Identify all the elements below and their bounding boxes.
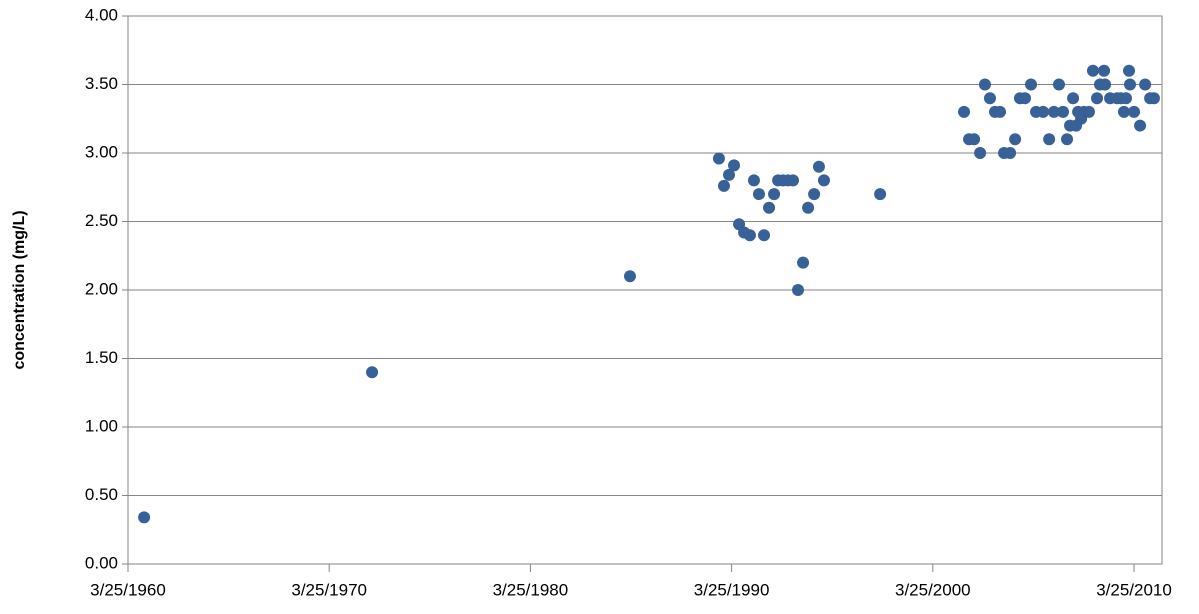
- point: [1082, 105, 1095, 118]
- point: [728, 159, 741, 172]
- point: [758, 229, 771, 242]
- point: [1098, 64, 1111, 77]
- y-tick-label: 1.50: [85, 348, 118, 367]
- y-tick-label: 2.00: [85, 279, 118, 298]
- point: [1091, 92, 1104, 105]
- point: [768, 188, 781, 201]
- point: [802, 201, 815, 214]
- point: [994, 105, 1007, 118]
- y-tick-label: 4.00: [85, 5, 118, 24]
- point: [1119, 92, 1132, 105]
- point: [874, 188, 887, 201]
- point: [1043, 133, 1056, 146]
- plot-frame: [127, 15, 1163, 565]
- point: [1004, 147, 1017, 159]
- point: [1018, 92, 1031, 105]
- y-tick-label: 0.00: [85, 553, 118, 572]
- point: [792, 284, 805, 296]
- point: [712, 152, 725, 165]
- y-axis-label: concentration (mg/L): [11, 210, 28, 369]
- point: [968, 133, 981, 146]
- point: [1052, 78, 1065, 91]
- point: [1009, 133, 1022, 146]
- point: [974, 147, 987, 159]
- y-tick-label: 2.50: [85, 211, 118, 230]
- point: [978, 78, 991, 91]
- y-tick-label: 3.00: [85, 142, 118, 161]
- point: [1067, 92, 1080, 105]
- point: [1124, 78, 1137, 91]
- x-tick-label: 3/25/1960: [90, 580, 166, 599]
- point: [812, 160, 825, 173]
- point: [723, 168, 736, 181]
- point: [763, 201, 776, 214]
- point: [1086, 64, 1099, 77]
- point: [1037, 105, 1050, 118]
- point: [717, 179, 730, 192]
- y-tick-label: 1.00: [85, 416, 118, 435]
- point: [752, 188, 765, 201]
- point: [1057, 105, 1070, 118]
- point: [1025, 78, 1038, 91]
- point: [1099, 78, 1112, 91]
- x-tick-label: 3/25/1980: [493, 580, 569, 599]
- x-tick-label: 3/25/2010: [1096, 580, 1172, 599]
- point: [366, 366, 379, 379]
- point: [1047, 105, 1060, 118]
- x-tick-label: 3/25/1990: [694, 580, 770, 599]
- point: [1117, 105, 1130, 118]
- point: [797, 256, 810, 269]
- y-tick-label: 3.50: [85, 74, 118, 93]
- point: [983, 92, 996, 105]
- point: [747, 174, 760, 187]
- point: [743, 229, 756, 242]
- x-tick-label: 3/25/1970: [291, 580, 367, 599]
- point: [1147, 92, 1160, 105]
- point: [138, 511, 151, 524]
- point: [1134, 119, 1147, 132]
- x-tick-label: 3/25/2000: [895, 580, 971, 599]
- point: [786, 174, 799, 187]
- point: [1061, 133, 1074, 146]
- point: [808, 188, 821, 201]
- y-tick-label: 0.50: [85, 485, 118, 504]
- point: [817, 174, 830, 187]
- point: [958, 105, 971, 118]
- point: [1123, 64, 1136, 77]
- point: [624, 270, 637, 283]
- point: [1128, 105, 1141, 118]
- point: [1139, 78, 1152, 91]
